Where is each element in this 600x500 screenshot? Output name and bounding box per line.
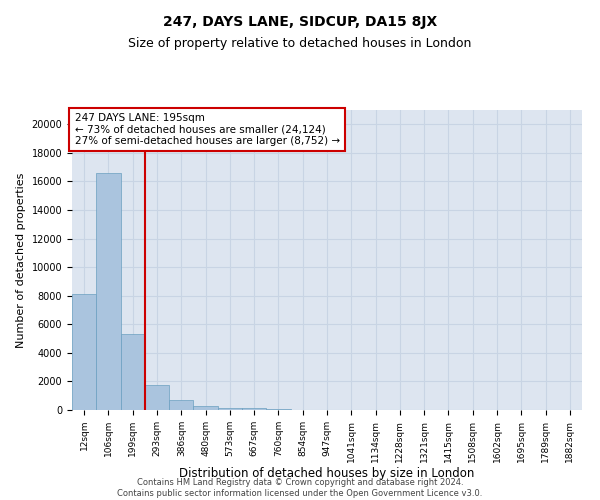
Bar: [96, 173, 121, 410]
Bar: [266, 409, 290, 410]
Text: 247 DAYS LANE: 195sqm
← 73% of detached houses are smaller (24,124)
27% of semi-: 247 DAYS LANE: 195sqm ← 73% of detached …: [74, 113, 340, 146]
Bar: [121, 334, 145, 410]
Bar: [218, 408, 242, 410]
Text: Size of property relative to detached houses in London: Size of property relative to detached ho…: [128, 38, 472, 51]
Bar: [242, 408, 266, 410]
Text: Contains HM Land Registry data © Crown copyright and database right 2024.
Contai: Contains HM Land Registry data © Crown c…: [118, 478, 482, 498]
Y-axis label: Number of detached properties: Number of detached properties: [16, 172, 26, 348]
Bar: [169, 400, 193, 410]
Bar: [145, 385, 169, 410]
X-axis label: Distribution of detached houses by size in London: Distribution of detached houses by size …: [179, 468, 475, 480]
Bar: [193, 406, 218, 410]
Bar: [72, 294, 96, 410]
Text: 247, DAYS LANE, SIDCUP, DA15 8JX: 247, DAYS LANE, SIDCUP, DA15 8JX: [163, 15, 437, 29]
